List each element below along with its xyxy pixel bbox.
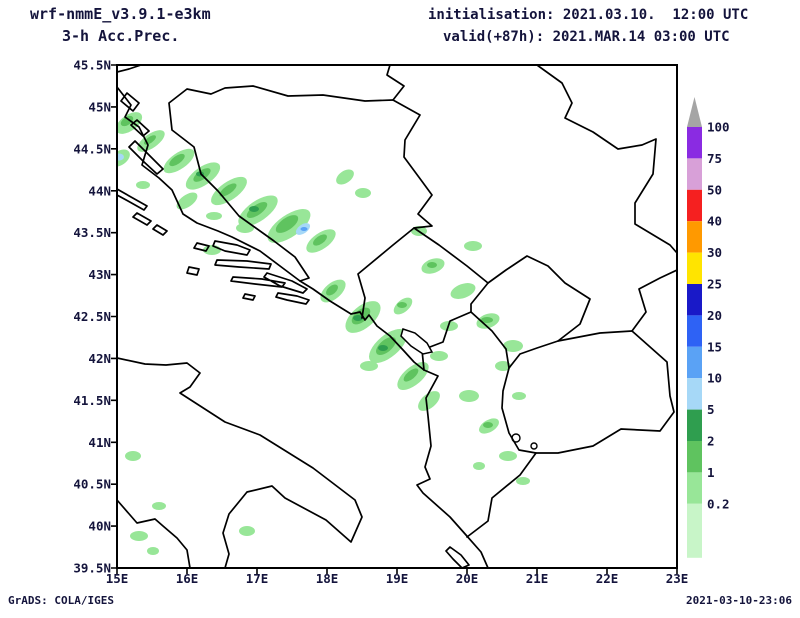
legend-color-swatch bbox=[687, 409, 702, 441]
lon-tick-label: 18E bbox=[316, 571, 339, 586]
serbia-bulgaria-border bbox=[631, 269, 677, 332]
lon-tick-label: 22E bbox=[596, 571, 619, 586]
lake-scutari bbox=[400, 328, 434, 355]
serbia-montenegro-border bbox=[413, 227, 489, 284]
lon-axis: 15E 16E 17E 18E 19E 20E 21E 22E 23E bbox=[106, 571, 689, 586]
legend-value-label: 2 bbox=[707, 434, 715, 449]
lake-ohrid bbox=[511, 433, 521, 443]
legend-value-label: 5 bbox=[707, 402, 715, 417]
legend-value-label: 10 bbox=[707, 371, 722, 386]
precipitation-shading bbox=[117, 112, 530, 555]
legend-color-swatch bbox=[687, 158, 702, 190]
lat-tick-label: 39.5N bbox=[73, 561, 111, 576]
lon-tick-label: 17E bbox=[246, 571, 269, 586]
legend-value-label: 40 bbox=[707, 214, 722, 229]
lat-tick-label: 43N bbox=[88, 267, 111, 282]
map-panel bbox=[111, 64, 678, 574]
lat-tick-label: 45.5N bbox=[73, 58, 111, 73]
lat-tick-label: 43.5N bbox=[73, 225, 111, 240]
legend-color-swatch bbox=[687, 346, 702, 379]
legend-value-label: 1 bbox=[707, 465, 715, 480]
croatia-bosnia-border bbox=[168, 85, 394, 282]
slovenia-croatia-border bbox=[117, 65, 142, 73]
legend-value-label: 30 bbox=[707, 245, 722, 260]
country-borders bbox=[117, 65, 677, 538]
colorbar-top-arrow bbox=[687, 97, 702, 127]
adriatic-islands bbox=[117, 92, 470, 568]
lon-tick-label: 21E bbox=[526, 571, 549, 586]
lat-tick-label: 44N bbox=[88, 183, 111, 198]
creation-timestamp: 2021-03-10-23:06 bbox=[686, 594, 792, 607]
lat-tick-label: 45N bbox=[88, 99, 111, 114]
legend-value-label: 25 bbox=[707, 277, 722, 292]
legend-color-swatch bbox=[687, 127, 702, 159]
lon-tick-label: 20E bbox=[456, 571, 479, 586]
lon-tick-label: 16E bbox=[176, 571, 199, 586]
serbia-romania-bulgaria-border bbox=[536, 65, 677, 254]
lake-prespa bbox=[530, 442, 538, 450]
lat-tick-label: 41N bbox=[88, 435, 111, 450]
legend-color-swatch bbox=[687, 252, 702, 284]
lat-axis: 45.5N 45N 44.5N 44N 43.5N 43N 42.5N 42N … bbox=[73, 58, 111, 576]
italy-tyrrhenian-coastline bbox=[117, 499, 191, 568]
grads-credit: GrADS: COLA/IGES bbox=[8, 594, 114, 607]
legend-value-label: 0.2 bbox=[707, 496, 730, 511]
legend-color-swatch bbox=[687, 284, 702, 316]
lat-tick-label: 41.5N bbox=[73, 393, 111, 408]
legend-value-label: 15 bbox=[707, 339, 722, 354]
legend-color-swatch bbox=[687, 189, 702, 222]
header: wrf-nmmE_v3.9.1-e3km 3-h Acc.Prec. initi… bbox=[30, 5, 748, 45]
albania-greece-border bbox=[466, 452, 537, 538]
model-title: wrf-nmmE_v3.9.1-e3km bbox=[30, 5, 211, 23]
legend-color-swatch bbox=[687, 441, 702, 473]
product-title: 3-h Acc.Prec. bbox=[62, 27, 179, 45]
legend-color-swatch bbox=[687, 503, 702, 558]
valid-time: valid(+87h): 2021.MAR.14 03:00 UTC bbox=[443, 29, 730, 45]
lon-tick-label: 19E bbox=[386, 571, 409, 586]
lakes bbox=[400, 328, 538, 450]
legend-value-label: 100 bbox=[707, 120, 730, 135]
lon-tick-label: 23E bbox=[666, 571, 689, 586]
lat-tick-label: 44.5N bbox=[73, 141, 111, 156]
legend-color-swatch bbox=[687, 221, 702, 253]
map-frame bbox=[116, 64, 678, 569]
legend-value-label: 20 bbox=[707, 308, 722, 323]
lon-tick-label: 15E bbox=[106, 571, 129, 586]
colorbar: 100 75 50 40 30 25 20 15 10 5 2 1 0.2 bbox=[687, 97, 730, 558]
kosovo-border bbox=[470, 255, 591, 369]
legend-color-swatch bbox=[687, 472, 702, 504]
legend-color-swatch bbox=[687, 315, 702, 347]
lat-tick-label: 40.5N bbox=[73, 477, 111, 492]
lat-tick-label: 40N bbox=[88, 519, 111, 534]
footer: GrADS: COLA/IGES 2021-03-10-23:06 bbox=[8, 594, 792, 607]
lat-tick-label: 42N bbox=[88, 351, 111, 366]
macedonia-border bbox=[501, 330, 675, 454]
legend-value-label: 75 bbox=[707, 151, 722, 166]
axis-ticks bbox=[111, 64, 678, 574]
legend-color-swatch bbox=[687, 378, 702, 410]
italy-adriatic-coastline bbox=[117, 357, 363, 568]
lat-tick-label: 42.5N bbox=[73, 309, 111, 324]
serbia-macedonia-border bbox=[557, 330, 633, 342]
legend-value-label: 50 bbox=[707, 182, 722, 197]
bosnia-serbia-montenegro-border bbox=[357, 99, 433, 319]
init-time: initialisation: 2021.03.10. 12:00 UTC bbox=[428, 7, 748, 23]
croatia-serbia-border bbox=[386, 65, 405, 101]
